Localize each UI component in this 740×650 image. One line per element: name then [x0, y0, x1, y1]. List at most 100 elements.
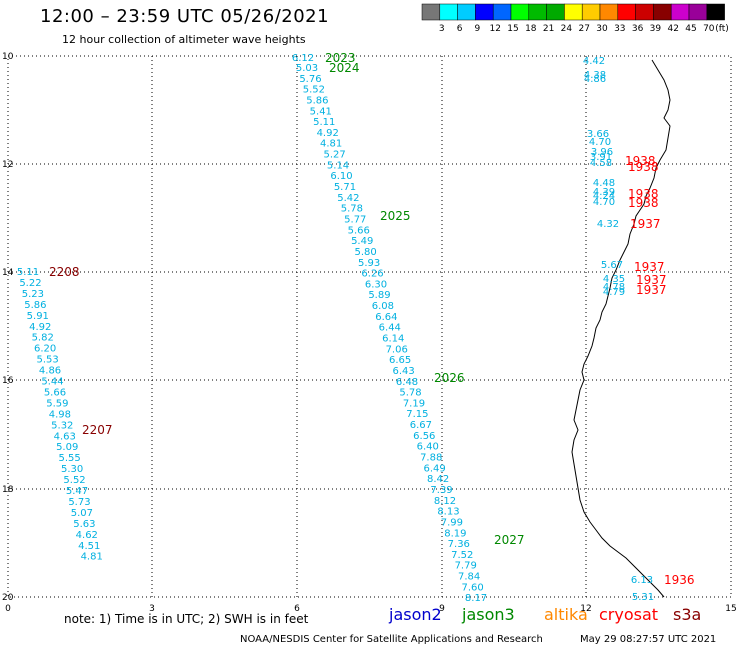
- swh-value: 7.19: [403, 398, 425, 409]
- swh-value: 4.81: [81, 552, 103, 563]
- swh-value: 5.82: [32, 333, 54, 344]
- swh-value: 7.06: [386, 344, 408, 355]
- scale-swatch: [475, 3, 494, 21]
- scale-swatch: [670, 3, 690, 21]
- scale-label: 18: [525, 24, 537, 34]
- scale-label: 39: [650, 24, 662, 34]
- swh-value: 5.41: [310, 106, 332, 117]
- swh-value: 3.66: [587, 129, 609, 140]
- swh-value: 6.43: [392, 366, 414, 377]
- swh-value: 4.86: [584, 74, 606, 85]
- scale-unit: (ft): [715, 24, 729, 34]
- pass-label: 2026: [434, 371, 465, 385]
- swh-value: 6.67: [410, 420, 432, 431]
- swh-value: 5.86: [24, 300, 46, 311]
- swh-value: 5.89: [368, 290, 390, 301]
- swh-value: 5.66: [348, 225, 370, 236]
- pass-label: 1938: [628, 196, 659, 210]
- swh-value: 6.49: [424, 463, 446, 474]
- swh-value: 8.12: [434, 496, 456, 507]
- swh-value: 8.42: [427, 474, 449, 485]
- y-tick-label: 14: [2, 268, 14, 278]
- map-subtitle: 12 hour collection of altimeter wave hei…: [62, 33, 306, 46]
- swh-value: 4.63: [54, 431, 76, 442]
- scale-swatch: [510, 3, 530, 21]
- swh-value: 4.35: [603, 274, 625, 285]
- scale-swatch: [617, 3, 636, 21]
- coastline-path: [571, 59, 671, 598]
- swh-value: 4.48: [593, 178, 615, 189]
- scale-label: 36: [632, 24, 644, 34]
- swh-value: 5.31: [632, 592, 654, 603]
- swh-value: 6.30: [365, 279, 387, 290]
- swh-value: 5.47: [66, 486, 88, 497]
- swh-value: 5.30: [61, 464, 83, 475]
- y-tick-label: 18: [2, 485, 14, 495]
- scale-swatch: [492, 3, 512, 21]
- swh-value: 5.63: [73, 519, 95, 530]
- map-frame: [7, 55, 732, 598]
- swh-value: 7.36: [448, 539, 470, 550]
- scale-label: 3: [439, 24, 445, 34]
- x-tick-label: 3: [149, 604, 155, 614]
- scale-label: 70: [703, 24, 715, 34]
- scale-swatch: [439, 3, 458, 21]
- y-tick-label: 12: [2, 160, 13, 170]
- x-tick-label: 6: [294, 604, 300, 614]
- swh-value: 7.84: [458, 572, 480, 583]
- swh-value: 5.76: [299, 74, 321, 85]
- swh-value: 4.51: [78, 541, 100, 552]
- swh-value: 5.59: [46, 398, 68, 409]
- sat-legend-jason3: jason3: [462, 605, 515, 624]
- swh-value: 7.99: [441, 517, 463, 528]
- swh-value: 4.98: [49, 409, 71, 420]
- pass-label: 1938: [628, 187, 659, 201]
- swh-value: 5.93: [358, 258, 380, 269]
- scale-label: 30: [596, 24, 608, 34]
- swh-value: 4.62: [76, 530, 98, 541]
- swh-value: 4.38: [584, 70, 606, 81]
- scale-swatch: [599, 3, 619, 21]
- y-tick-label: 20: [2, 593, 14, 603]
- scale-swatch: [688, 3, 708, 21]
- swh-value: 5.66: [44, 387, 66, 398]
- scale-swatch: [564, 3, 583, 21]
- swh-value: 5.44: [41, 377, 63, 388]
- swh-value: 5.49: [351, 236, 373, 247]
- swh-value: 8.17: [465, 593, 487, 604]
- scale-label: 6: [457, 24, 463, 34]
- pass-label: 2025: [380, 209, 411, 223]
- swh-value: 6.14: [382, 334, 404, 345]
- swh-value: 4.42: [583, 56, 605, 67]
- swh-value: 6.08: [372, 301, 394, 312]
- pass-label: 1938: [628, 160, 659, 174]
- scale-swatch: [706, 3, 725, 21]
- scale-label: 33: [614, 24, 625, 34]
- pass-label: 2207: [82, 423, 113, 437]
- swh-value: 5.22: [19, 278, 41, 289]
- swh-value: 5.11: [17, 267, 39, 278]
- swh-value: 6.12: [292, 53, 314, 64]
- swh-value: 3.96: [591, 147, 613, 158]
- swh-value: 8.19: [444, 528, 466, 539]
- sat-legend-cryosat: cryosat: [599, 605, 659, 624]
- scale-label: 24: [561, 24, 573, 34]
- map-grid: 0 3 6 9 12 15 10 12 14 16 18 20: [2, 52, 737, 614]
- swh-value: 6.64: [375, 312, 397, 323]
- swh-value: 5.23: [22, 289, 44, 300]
- scale-swatch: [635, 3, 654, 21]
- y-tick-label: 16: [2, 376, 14, 386]
- swh-value: 4.79: [603, 287, 625, 298]
- swh-value: 5.32: [51, 420, 73, 431]
- swh-value: 6.40: [417, 442, 439, 453]
- swh-value: 5.27: [323, 150, 345, 161]
- swh-value: 5.73: [68, 497, 90, 508]
- swh-value: 5.11: [313, 117, 335, 128]
- swh-value: 4.92: [29, 322, 51, 333]
- swh-value: 6.10: [330, 171, 352, 182]
- swh-value: 5.80: [355, 247, 377, 258]
- coastline: [571, 59, 671, 598]
- swh-value: 4.81: [320, 139, 342, 150]
- swh-value: 5.03: [296, 63, 318, 74]
